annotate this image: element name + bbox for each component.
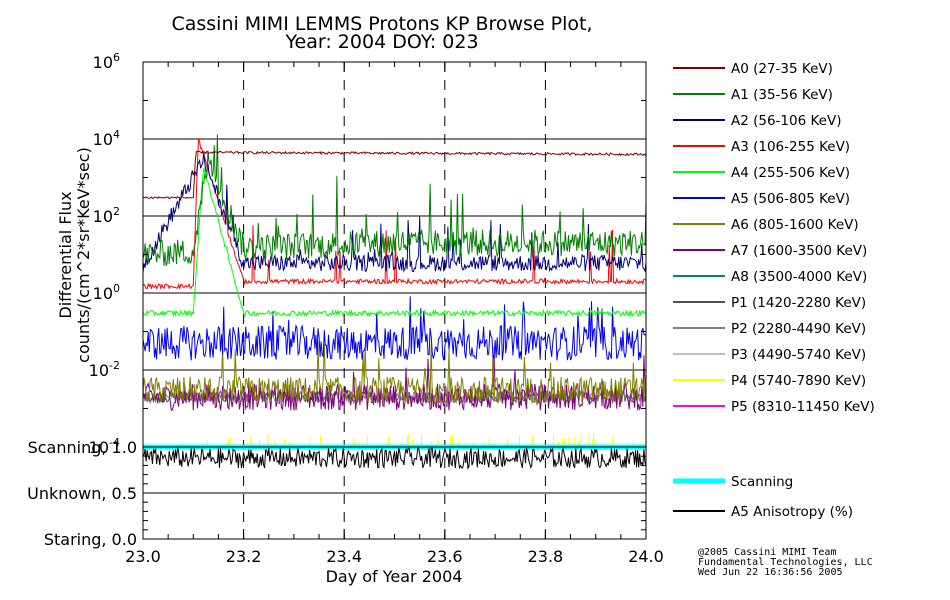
trace-a0 xyxy=(142,150,647,200)
y-tick-label: 102 xyxy=(93,205,120,226)
footer-copyright: @2005 Cassini MIMI Team xyxy=(698,547,836,558)
anisotropy-traces xyxy=(142,444,647,470)
trace-a6 xyxy=(142,341,647,406)
legend-label: A0 (27-35 KeV) xyxy=(731,61,833,77)
x-tick-label: 23.8 xyxy=(528,547,564,566)
trace-a4 xyxy=(142,167,647,318)
y-tick-label: 100 xyxy=(93,282,120,303)
trace-a2 xyxy=(142,151,647,274)
legend: A0 (27-35 KeV) A1 (35-56 KeV) A2 (56-106 K… xyxy=(673,61,875,415)
lower-legend-label: A5 Anisotropy (%) xyxy=(731,504,853,520)
chart-subtitle: Year: 2004 DOY: 023 xyxy=(284,31,478,53)
legend-label: A4 (255-506 KeV) xyxy=(731,165,850,181)
trace-a1 xyxy=(142,134,647,266)
x-tick-label: 23.6 xyxy=(427,547,463,566)
lower-legend-label: Scanning xyxy=(731,474,793,490)
legend-label: P1 (1420-2280 KeV) xyxy=(731,295,866,311)
trace-a5 xyxy=(142,296,647,361)
lower-y-tick-label: Scanning, 1.0 xyxy=(28,438,137,457)
x-tick-label: 23.4 xyxy=(326,547,362,566)
legend-label: A1 (35-56 KeV) xyxy=(731,87,833,103)
x-tick-label: 24.0 xyxy=(628,547,664,566)
y-tick-label: 106 xyxy=(93,51,120,72)
flux-traces xyxy=(142,134,647,448)
legend-label: A6 (805-1600 KeV) xyxy=(731,217,859,233)
legend-label: A7 (1600-3500 KeV) xyxy=(731,243,867,259)
y-tick-label: 10-2 xyxy=(89,359,120,380)
footer-company: Fundamental Technologies, LLC xyxy=(698,557,873,568)
y-axis-label-line1: Differential Flux xyxy=(56,191,75,318)
upper-panel-grid xyxy=(143,62,646,539)
lower-legend: Scanning A5 Anisotropy (%) xyxy=(673,474,853,520)
legend-label: A5 (506-805 KeV) xyxy=(731,191,850,207)
legend-label: A2 (56-106 KeV) xyxy=(731,113,841,129)
legend-label: A8 (3500-4000 KeV) xyxy=(731,269,867,285)
lower-axis-ticks: Scanning, 1.0 Unknown, 0.5 Staring, 0.0 xyxy=(27,438,646,549)
trace-anisotropy xyxy=(142,446,647,470)
legend-label: P5 (8310-11450 KeV) xyxy=(731,399,875,415)
legend-label: P2 (2280-4490 KeV) xyxy=(731,321,866,337)
x-tick-label: 23.2 xyxy=(226,547,262,566)
legend-label: A3 (106-255 KeV) xyxy=(731,139,850,155)
legend-label: P3 (4490-5740 KeV) xyxy=(731,347,866,363)
lower-y-tick-label: Unknown, 0.5 xyxy=(27,484,137,503)
y-axis-label-line2: counts/(cm^2*sr*KeV*sec) xyxy=(74,147,93,363)
x-axis-label: Day of Year 2004 xyxy=(326,567,463,586)
chart-title: Cassini MIMI LEMMS Protons KP Browse Plo… xyxy=(171,13,592,35)
trace-a3 xyxy=(142,137,647,291)
y-tick-label: 104 xyxy=(93,128,120,149)
lower-y-tick-label: Staring, 0.0 xyxy=(44,530,137,549)
x-axis-ticks: 23.0 23.2 23.4 23.6 23.8 24.0 xyxy=(125,62,664,566)
x-tick-label: 23.0 xyxy=(125,547,161,566)
legend-label: P4 (5740-7890 KeV) xyxy=(731,373,866,389)
footer-timestamp: Wed Jun 22 16:36:56 2005 xyxy=(698,567,843,578)
